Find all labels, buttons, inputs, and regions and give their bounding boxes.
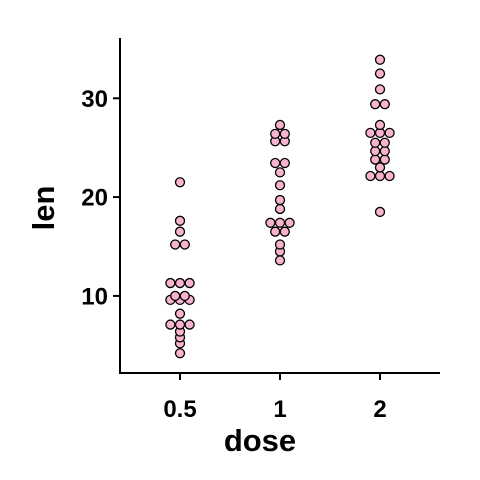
data-point (279, 128, 290, 140)
data-point (270, 157, 281, 169)
y-axis-title: len (26, 186, 61, 231)
data-point (274, 167, 286, 178)
x-tick-label: 1 (273, 396, 286, 423)
data-point (374, 206, 386, 218)
data-point (270, 128, 281, 140)
data-point (165, 277, 176, 289)
data-point (384, 127, 395, 139)
data-point (284, 217, 295, 228)
data-point (174, 215, 186, 226)
data-point (370, 99, 381, 110)
data-point (265, 217, 276, 228)
y-tick-label: 30 (81, 86, 108, 113)
data-point (184, 277, 195, 289)
x-tick-label: 0.5 (163, 396, 196, 423)
data-point (374, 162, 386, 173)
data-point (274, 217, 286, 228)
data-point (365, 127, 376, 139)
data-points (165, 54, 395, 359)
data-point (179, 290, 190, 302)
data-point (165, 319, 176, 330)
data-point (379, 145, 390, 157)
data-point (174, 226, 186, 237)
data-point (170, 239, 181, 250)
data-point (279, 226, 290, 237)
data-point (374, 119, 386, 131)
data-point (374, 54, 386, 65)
data-point (374, 68, 386, 79)
x-tick-label: 2 (373, 396, 386, 423)
data-point (174, 348, 186, 359)
data-point (179, 239, 190, 250)
x-axis-ticks: 0.5 1 2 (163, 373, 387, 423)
data-point (274, 239, 286, 250)
data-point (374, 84, 386, 95)
y-tick-label: 20 (81, 185, 108, 212)
data-point (184, 319, 195, 330)
data-point (274, 203, 286, 215)
data-point (270, 226, 281, 237)
data-point (374, 170, 386, 182)
data-point (274, 255, 286, 266)
data-point (279, 157, 290, 169)
x-axis-title: dose (224, 423, 296, 458)
data-point (384, 170, 395, 182)
data-point (379, 99, 390, 110)
data-point (174, 319, 186, 330)
y-tick-label: 10 (81, 283, 108, 310)
y-axis-ticks: 10 20 30 (81, 86, 120, 310)
data-point (274, 194, 286, 206)
data-point (174, 177, 186, 188)
data-point (379, 137, 390, 148)
data-point (370, 145, 381, 157)
data-point (365, 170, 376, 182)
data-point (274, 119, 286, 131)
data-point (170, 290, 181, 302)
data-point (370, 137, 381, 148)
data-point (274, 180, 286, 191)
data-point (174, 308, 186, 319)
data-point (379, 154, 390, 165)
data-point (174, 277, 186, 289)
data-point (370, 154, 381, 165)
